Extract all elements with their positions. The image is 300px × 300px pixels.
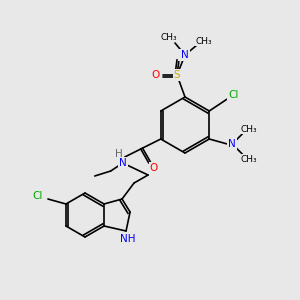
Text: N: N — [228, 139, 236, 149]
Text: N: N — [119, 158, 127, 168]
Text: O: O — [150, 163, 158, 173]
Text: CH₃: CH₃ — [196, 37, 212, 46]
Text: N: N — [181, 50, 189, 60]
Text: NH: NH — [120, 234, 136, 244]
Text: O: O — [179, 50, 187, 60]
Text: Cl: Cl — [228, 90, 238, 100]
Text: CH₃: CH₃ — [161, 32, 177, 41]
Text: H: H — [115, 149, 123, 159]
Text: Cl: Cl — [33, 191, 43, 201]
Text: O: O — [152, 70, 160, 80]
Text: S: S — [174, 70, 180, 80]
Text: CH₃: CH₃ — [241, 124, 258, 134]
Text: CH₃: CH₃ — [241, 154, 258, 164]
